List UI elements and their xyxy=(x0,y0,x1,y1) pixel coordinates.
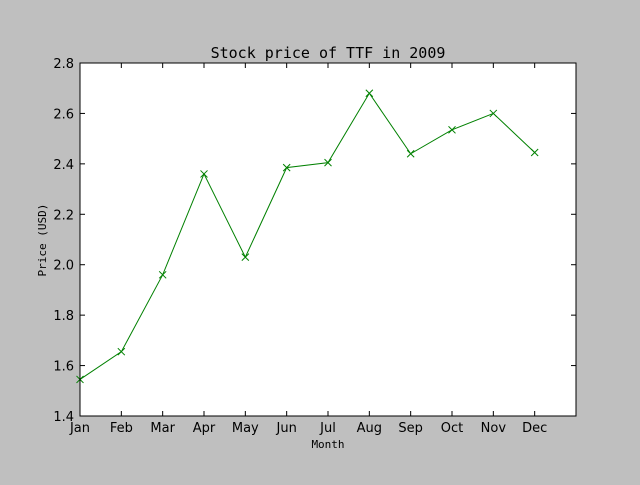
plot-area xyxy=(80,63,576,416)
x-tick-label: Feb xyxy=(110,421,133,436)
y-tick-label: 2.8 xyxy=(53,57,74,72)
y-tick-label: 2.2 xyxy=(53,208,74,223)
x-tick-label: Nov xyxy=(481,421,507,436)
x-tick-label: Jul xyxy=(319,421,336,436)
x-tick-label: Oct xyxy=(441,421,463,436)
x-tick-label: May xyxy=(232,421,259,436)
x-tick-label: Jan xyxy=(69,421,90,436)
x-tick-label: Apr xyxy=(193,421,216,436)
y-tick-labels: 1.41.61.82.02.22.42.62.8 xyxy=(53,57,74,425)
x-tick-label: Jun xyxy=(276,421,297,436)
x-axis-label: Month xyxy=(311,438,344,451)
y-tick-label: 2.6 xyxy=(53,107,74,122)
chart-title: Stock price of TTF in 2009 xyxy=(211,44,446,62)
x-tick-label: Sep xyxy=(398,421,423,436)
y-tick-label: 2.4 xyxy=(53,158,74,173)
x-tick-labels: Jan Feb Mar Apr May Jun Jul Aug Sep Oct Nov Dec xyxy=(69,421,547,436)
x-tick-label: Aug xyxy=(357,421,382,436)
y-tick-label: 1.6 xyxy=(53,360,74,375)
y-tick-label: 1.8 xyxy=(53,309,74,324)
x-tick-label: Mar xyxy=(150,421,175,436)
y-axis-label: Price (USD) xyxy=(36,204,49,277)
y-tick-label: 2.0 xyxy=(53,259,74,274)
x-tick-label: Dec xyxy=(522,421,547,436)
